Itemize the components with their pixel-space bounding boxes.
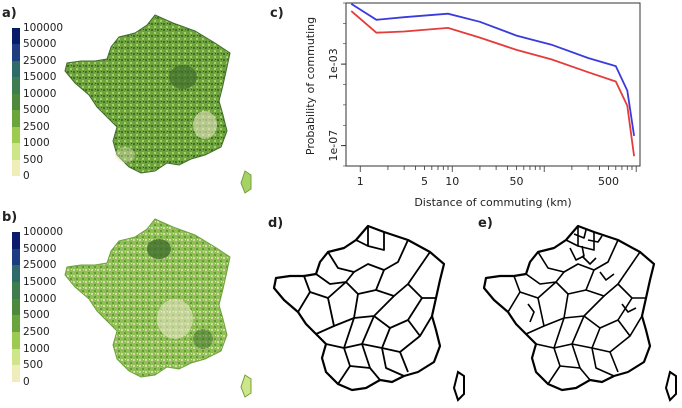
legend-swatch xyxy=(12,248,20,266)
x-tick-label: 500 xyxy=(598,175,619,188)
x-axis-label: Distance of commuting (km) xyxy=(414,196,571,209)
legend-swatch xyxy=(12,60,20,78)
legend-tick-label: 5000 xyxy=(23,104,50,117)
legend-tick-label: 2500 xyxy=(23,326,50,338)
x-tick-label: 10 xyxy=(445,175,459,188)
panel-d-label: d) xyxy=(268,216,284,231)
y-axis-label: Probability of commuting xyxy=(304,17,317,155)
legend-tick-label: 25000 xyxy=(23,54,57,67)
legend-tick-label: 100000 xyxy=(23,226,64,238)
commuting-probability-chart: 1 5 10 50 500 1e-07 1e-03 Distance of commuti… xyxy=(304,2,641,209)
panel-e: e) xyxy=(470,212,682,408)
y-tick-label: 1e-03 xyxy=(327,48,340,80)
legend-tick-label: 2500 xyxy=(23,120,50,133)
corsica xyxy=(664,370,677,402)
legend-swatch xyxy=(12,348,20,366)
legend-swatch xyxy=(12,126,20,144)
departments-map-d xyxy=(272,224,465,402)
legend-swatch xyxy=(12,298,20,316)
legend-swatch xyxy=(12,232,20,250)
legend-swatch xyxy=(12,265,20,283)
legend-swatch xyxy=(12,93,20,111)
legend-swatch xyxy=(12,365,20,383)
corsica xyxy=(452,370,465,402)
legend-tick-label: 1000 xyxy=(23,342,50,355)
series-line-blue xyxy=(350,3,635,137)
legend-swatch xyxy=(12,28,20,45)
legend-tick-label: 15000 xyxy=(23,71,57,84)
legend-swatch xyxy=(12,315,20,333)
legend-tick-label: 1000 xyxy=(23,137,50,150)
legend-tick-label: 15000 xyxy=(23,276,57,288)
series-line-red xyxy=(350,10,635,157)
legend-swatch xyxy=(12,282,20,300)
legend-swatch xyxy=(12,44,20,62)
legend-tick-label: 50000 xyxy=(23,38,57,51)
panel-c-label: c) xyxy=(270,6,284,21)
population-map-a xyxy=(64,14,252,194)
x-tick-label: 5 xyxy=(421,175,428,188)
population-map-b xyxy=(64,218,252,398)
legend-swatch xyxy=(12,332,20,350)
legend-tick-label: 5000 xyxy=(23,309,50,322)
population-legend-a: 100000 50000 25000 15000 10000 5000 2500 1000 50… xyxy=(12,23,63,181)
panel-d: d) xyxy=(258,212,470,408)
panel-a: a) 100000 50000 25000 15000 10000 5000 2500 100… xyxy=(0,0,255,200)
legend-swatch xyxy=(12,159,20,177)
panel-a-label: a) xyxy=(2,6,17,21)
legend-tick-label: 500 xyxy=(23,153,44,166)
legend-tick-label: 10000 xyxy=(23,292,57,305)
legend-tick-label: 25000 xyxy=(23,259,57,272)
legend-tick-label: 500 xyxy=(23,359,44,372)
panel-e-label: e) xyxy=(478,216,493,231)
panel-b-label: b) xyxy=(2,210,18,225)
legend-tick-label: 100000 xyxy=(23,22,64,34)
legend-tick-label: 10000 xyxy=(23,87,57,100)
x-tick-label: 50 xyxy=(510,175,524,188)
legend-tick-label: 50000 xyxy=(23,242,57,255)
panel-b: b) 100000 50000 25000 15000 10000 5000 2500 100… xyxy=(0,204,255,408)
legend-swatch xyxy=(12,143,20,161)
legend-tick-label: 0 xyxy=(23,170,30,182)
panel-c: c) 1 5 10 50 500 1e-07 1e-03 Distance of comm… xyxy=(258,0,682,215)
x-tick-label: 1 xyxy=(357,175,364,188)
y-tick-label: 1e-07 xyxy=(327,130,340,162)
legend-tick-label: 0 xyxy=(23,376,30,388)
population-legend-b: 100000 50000 25000 15000 10000 5000 2500 1000 50… xyxy=(12,227,63,387)
legend-swatch xyxy=(12,110,20,128)
legend-swatch xyxy=(12,77,20,95)
departments-map-e xyxy=(482,224,677,402)
